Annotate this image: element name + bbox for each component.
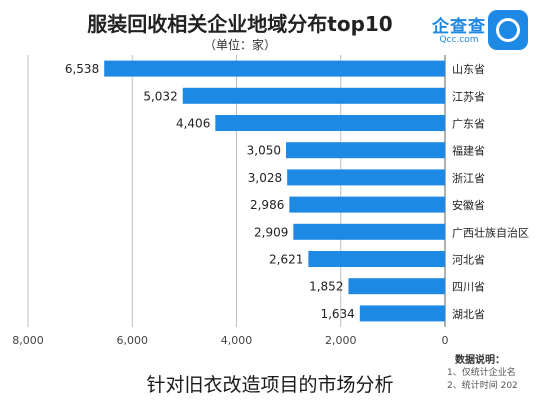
unit-label: （单位：家） [203,38,276,52]
bar [359,305,445,322]
data-label: 2,909 [254,225,288,239]
data-label: 4,406 [176,117,210,131]
bar [182,87,445,104]
notes-title: 数据说明： [455,355,505,366]
category-label: 湖北省 [452,308,485,321]
caption: 针对旧衣改造项目的市场分析 [146,374,394,396]
qcc-logo-icon [488,10,528,50]
category-label: 广东省 [452,118,485,131]
brand-domain: Qcc.com [439,35,479,45]
data-label: 1,852 [309,280,343,294]
bar [287,169,445,186]
chart-title: 服装回收相关企业地域分布top10 [87,12,393,36]
x-tick-label: 6,000 [117,334,149,347]
data-label: 3,028 [248,171,282,185]
data-label: 2,621 [269,253,303,267]
category-label: 河北省 [452,254,485,267]
category-label: 山东省 [452,63,485,76]
x-tick-label: 8,000 [12,334,44,347]
x-tick-label: 0 [442,334,449,347]
data-label: 2,986 [250,198,284,212]
data-label: 1,634 [320,307,354,321]
category-label: 安徽省 [452,198,485,212]
notes-line: 1、仅统计企业名 [447,368,516,378]
data-label: 6,538 [65,62,99,76]
category-label: 福建省 [452,144,485,158]
brand-name: 企查查 [432,17,486,37]
category-label: 四川省 [452,281,485,294]
notes-line: 2、统计时间 202 [447,381,518,391]
bar [308,251,445,267]
category-label: 广西壮族自治区 [452,225,529,239]
category-label: 江苏省 [452,90,485,103]
bar [348,278,445,295]
bar [293,223,445,240]
bar [104,60,445,77]
bar [286,142,445,159]
data-label: 3,050 [247,144,281,158]
bar [289,196,445,213]
x-tick-label: 2,000 [325,334,357,347]
category-label: 浙江省 [452,172,485,185]
x-tick-label: 4,000 [221,334,253,347]
bar [215,115,445,131]
data-label: 5,032 [143,89,177,103]
